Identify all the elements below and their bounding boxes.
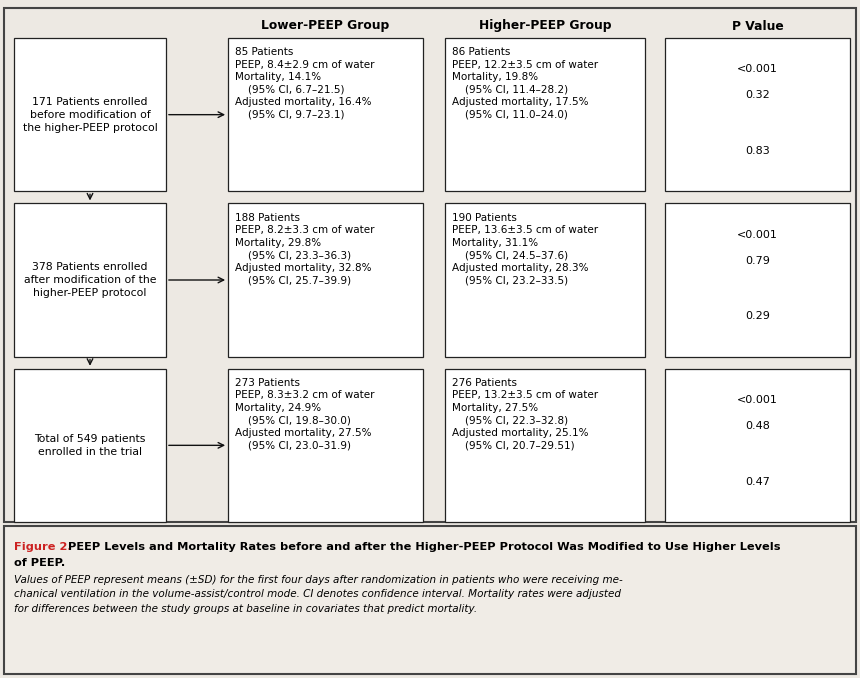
Text: Adjusted mortality, 28.3%: Adjusted mortality, 28.3% bbox=[452, 262, 588, 273]
Text: P Value: P Value bbox=[732, 20, 783, 33]
Text: (95% CI, 11.0–24.0): (95% CI, 11.0–24.0) bbox=[452, 110, 568, 120]
Text: 273 Patients: 273 Patients bbox=[235, 378, 300, 388]
Text: Total of 549 patients: Total of 549 patients bbox=[34, 434, 145, 444]
Text: Mortality, 31.1%: Mortality, 31.1% bbox=[452, 237, 538, 247]
Bar bbox=[445, 38, 645, 191]
Bar bbox=[4, 526, 856, 674]
Text: Figure 2.: Figure 2. bbox=[14, 542, 71, 552]
Text: Lower-PEEP Group: Lower-PEEP Group bbox=[261, 20, 390, 33]
Text: 85 Patients: 85 Patients bbox=[235, 47, 293, 57]
Bar bbox=[665, 38, 850, 191]
Bar bbox=[445, 369, 645, 522]
Text: 0.48: 0.48 bbox=[745, 421, 770, 431]
Bar bbox=[665, 203, 850, 357]
Text: 190 Patients: 190 Patients bbox=[452, 213, 517, 222]
Text: higher-PEEP protocol: higher-PEEP protocol bbox=[34, 288, 147, 298]
Text: <0.001: <0.001 bbox=[737, 230, 778, 240]
Text: 0.47: 0.47 bbox=[745, 477, 770, 487]
Text: PEEP, 13.2±3.5 cm of water: PEEP, 13.2±3.5 cm of water bbox=[452, 391, 598, 401]
Text: <0.001: <0.001 bbox=[737, 64, 778, 75]
Text: 86 Patients: 86 Patients bbox=[452, 47, 510, 57]
Text: Adjusted mortality, 17.5%: Adjusted mortality, 17.5% bbox=[452, 97, 588, 107]
Text: Values of PEEP represent means (±SD) for the first four days after randomization: Values of PEEP represent means (±SD) for… bbox=[14, 575, 623, 614]
Text: PEEP, 8.2±3.3 cm of water: PEEP, 8.2±3.3 cm of water bbox=[235, 225, 374, 235]
Text: (95% CI, 9.7–23.1): (95% CI, 9.7–23.1) bbox=[235, 110, 345, 120]
Text: Adjusted mortality, 32.8%: Adjusted mortality, 32.8% bbox=[235, 262, 372, 273]
Text: 378 Patients enrolled: 378 Patients enrolled bbox=[33, 262, 148, 272]
Bar bbox=[228, 203, 423, 357]
Text: Mortality, 14.1%: Mortality, 14.1% bbox=[235, 73, 321, 82]
Text: 0.79: 0.79 bbox=[745, 256, 770, 266]
Bar bbox=[445, 203, 645, 357]
Text: Mortality, 29.8%: Mortality, 29.8% bbox=[235, 237, 321, 247]
Text: (95% CI, 24.5–37.6): (95% CI, 24.5–37.6) bbox=[452, 250, 568, 260]
Text: PEEP, 8.3±3.2 cm of water: PEEP, 8.3±3.2 cm of water bbox=[235, 391, 374, 401]
Text: 188 Patients: 188 Patients bbox=[235, 213, 300, 222]
Text: 276 Patients: 276 Patients bbox=[452, 378, 517, 388]
Text: PEEP, 8.4±2.9 cm of water: PEEP, 8.4±2.9 cm of water bbox=[235, 60, 374, 70]
Text: Adjusted mortality, 27.5%: Adjusted mortality, 27.5% bbox=[235, 428, 372, 438]
Text: Adjusted mortality, 16.4%: Adjusted mortality, 16.4% bbox=[235, 97, 372, 107]
Text: of PEEP.: of PEEP. bbox=[14, 558, 65, 568]
Text: Mortality, 24.9%: Mortality, 24.9% bbox=[235, 403, 321, 413]
Text: Mortality, 27.5%: Mortality, 27.5% bbox=[452, 403, 538, 413]
Text: the higher-PEEP protocol: the higher-PEEP protocol bbox=[22, 123, 157, 133]
Text: after modification of the: after modification of the bbox=[24, 275, 157, 285]
Bar bbox=[4, 8, 856, 522]
Text: (95% CI, 19.8–30.0): (95% CI, 19.8–30.0) bbox=[235, 416, 351, 425]
Text: (95% CI, 23.0–31.9): (95% CI, 23.0–31.9) bbox=[235, 441, 351, 450]
Text: (95% CI, 20.7–29.51): (95% CI, 20.7–29.51) bbox=[452, 441, 574, 450]
Text: before modification of: before modification of bbox=[29, 110, 150, 119]
Bar bbox=[14, 369, 166, 522]
Text: (95% CI, 11.4–28.2): (95% CI, 11.4–28.2) bbox=[452, 85, 568, 95]
Bar bbox=[14, 203, 166, 357]
Bar bbox=[14, 38, 166, 191]
Text: (95% CI, 23.2–33.5): (95% CI, 23.2–33.5) bbox=[452, 275, 568, 285]
Text: (95% CI, 22.3–32.8): (95% CI, 22.3–32.8) bbox=[452, 416, 568, 425]
Text: 0.32: 0.32 bbox=[745, 90, 770, 100]
Text: enrolled in the trial: enrolled in the trial bbox=[38, 447, 142, 457]
Text: PEEP Levels and Mortality Rates before and after the Higher-PEEP Protocol Was Mo: PEEP Levels and Mortality Rates before a… bbox=[64, 542, 781, 552]
Text: <0.001: <0.001 bbox=[737, 395, 778, 405]
Text: (95% CI, 6.7–21.5): (95% CI, 6.7–21.5) bbox=[235, 85, 345, 95]
Text: (95% CI, 25.7–39.9): (95% CI, 25.7–39.9) bbox=[235, 275, 351, 285]
Bar bbox=[665, 369, 850, 522]
Text: 0.29: 0.29 bbox=[745, 311, 770, 321]
Text: 0.83: 0.83 bbox=[745, 146, 770, 156]
Text: PEEP, 12.2±3.5 cm of water: PEEP, 12.2±3.5 cm of water bbox=[452, 60, 598, 70]
Bar bbox=[228, 38, 423, 191]
Text: Adjusted mortality, 25.1%: Adjusted mortality, 25.1% bbox=[452, 428, 588, 438]
Bar bbox=[228, 369, 423, 522]
Text: (95% CI, 23.3–36.3): (95% CI, 23.3–36.3) bbox=[235, 250, 351, 260]
Text: 171 Patients enrolled: 171 Patients enrolled bbox=[33, 97, 148, 106]
Text: Mortality, 19.8%: Mortality, 19.8% bbox=[452, 73, 538, 82]
Text: Higher-PEEP Group: Higher-PEEP Group bbox=[479, 20, 611, 33]
Text: PEEP, 13.6±3.5 cm of water: PEEP, 13.6±3.5 cm of water bbox=[452, 225, 598, 235]
